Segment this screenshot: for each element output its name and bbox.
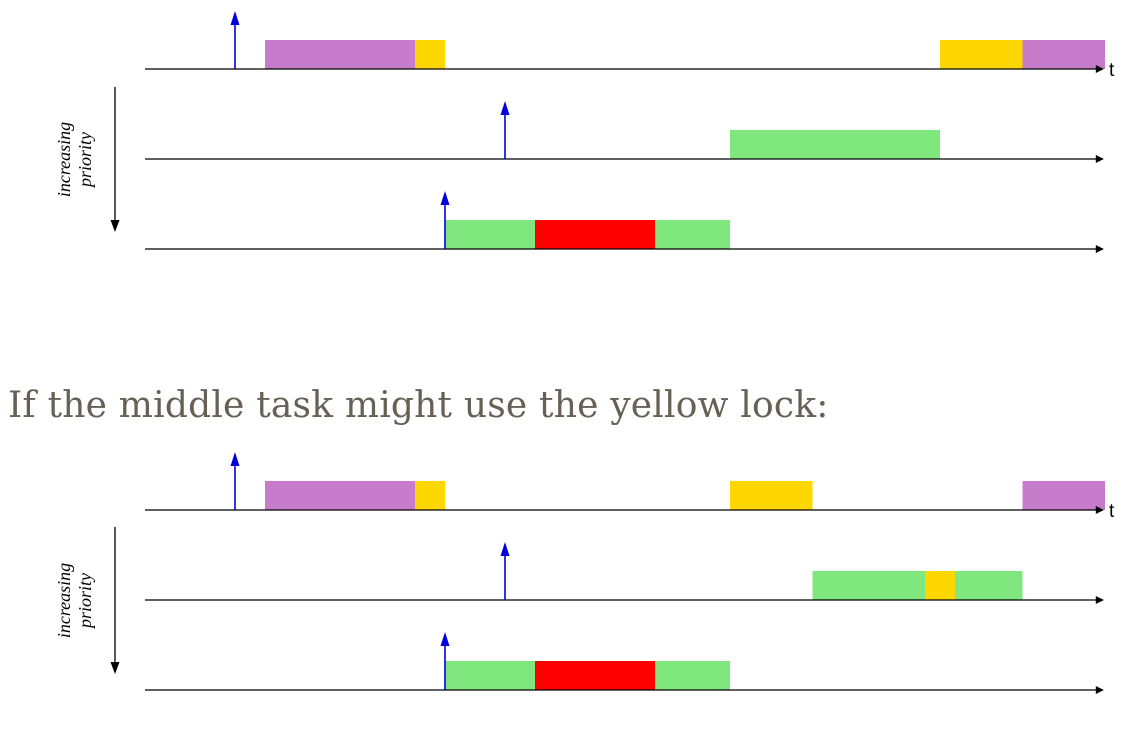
task-lane-low-priority-task: t <box>145 452 1115 522</box>
execution-segment-green <box>655 220 730 249</box>
execution-segment-green <box>445 661 535 690</box>
execution-segment-green <box>812 571 925 600</box>
priority-label-line1: increasing <box>54 563 74 638</box>
task-arrival-arrowhead <box>440 191 450 205</box>
execution-segment-purple <box>265 481 415 510</box>
execution-segment-red <box>535 661 655 690</box>
execution-segment-yellow <box>415 481 445 510</box>
execution-segment-red <box>535 220 655 249</box>
task-lane-high-priority-task <box>145 191 1104 253</box>
time-axis-label: t <box>1109 501 1115 522</box>
execution-segment-yellow <box>925 571 955 600</box>
priority-arrowhead <box>110 220 120 232</box>
priority-label-line2: priority <box>75 132 95 189</box>
time-axis-label: t <box>1109 60 1115 81</box>
priority-label-line2: priority <box>75 573 95 630</box>
task-arrival-arrowhead <box>230 11 240 25</box>
schedule-diagram-without-middle-lock: increasing priority t <box>54 11 1115 253</box>
task-lane-middle-priority-task <box>145 542 1104 604</box>
execution-segment-purple <box>265 40 415 69</box>
task-arrival-arrowhead <box>230 452 240 466</box>
caption: If the middle task might use the yellow … <box>8 385 829 426</box>
execution-segment-green <box>730 130 940 159</box>
task-lane-high-priority-task <box>145 632 1104 694</box>
execution-segment-yellow <box>415 40 445 69</box>
schedule-diagram-middle-task-uses-yellow-lock: increasing priority t <box>54 452 1115 694</box>
execution-segment-green <box>955 571 1023 600</box>
priority-arrowhead <box>110 662 120 674</box>
priority-label-line1: increasing <box>54 122 74 197</box>
execution-segment-yellow <box>730 481 813 510</box>
execution-segment-green <box>445 220 535 249</box>
task-lane-middle-priority-task <box>145 101 1104 163</box>
execution-segment-purple <box>1022 40 1105 69</box>
execution-segment-purple <box>1022 481 1105 510</box>
task-arrival-arrowhead <box>440 632 450 646</box>
task-arrival-arrowhead <box>500 542 510 556</box>
execution-segment-yellow <box>940 40 1023 69</box>
execution-segment-green <box>655 661 730 690</box>
task-arrival-arrowhead <box>500 101 510 115</box>
task-lane-low-priority-task: t <box>145 11 1115 81</box>
